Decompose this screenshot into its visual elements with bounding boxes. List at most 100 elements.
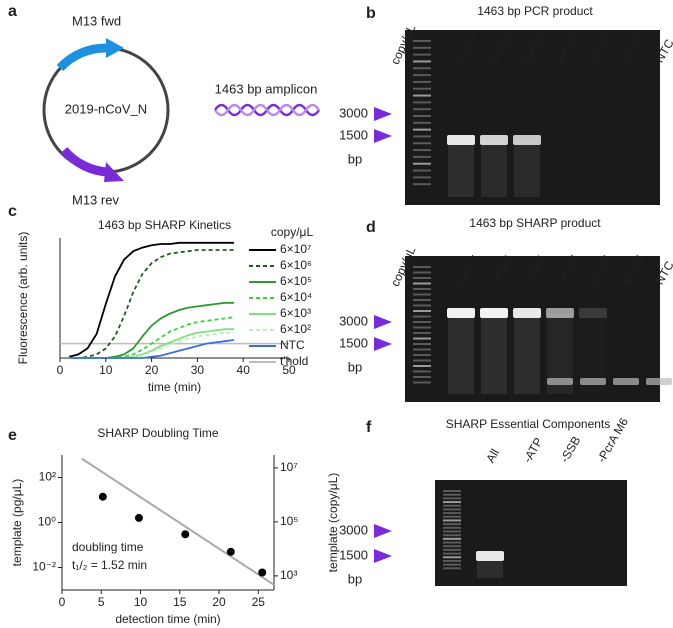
ladder-band (413, 142, 431, 145)
plasmid-label: 2019-nCoV_N (65, 101, 147, 116)
marker-arrow (374, 107, 392, 121)
rev-arrow (104, 162, 124, 182)
point (181, 530, 190, 539)
legend-label: 6×10² (280, 322, 311, 336)
panel-letter: b (366, 5, 376, 22)
marker-arrow (374, 315, 392, 329)
ladder-band (443, 523, 461, 526)
legend-label: t'hold (280, 354, 308, 368)
y-axis-label: Fluorescence (arb. units) (16, 232, 30, 365)
size-marker: 3000 (339, 105, 368, 120)
ladder-band (413, 277, 431, 279)
band (476, 551, 504, 561)
size-marker: 1500 (339, 127, 368, 142)
band (447, 308, 475, 318)
ladder-band (413, 60, 431, 63)
lane-label: All (483, 447, 502, 466)
ladder-band (413, 101, 431, 104)
ladder-band (413, 293, 431, 296)
panel-letter: f (366, 419, 372, 436)
ladder-band (413, 332, 431, 334)
ladder-band (413, 46, 431, 49)
ladder-band (413, 67, 431, 70)
band (447, 135, 475, 145)
ladder-band (413, 376, 431, 378)
band (646, 378, 672, 385)
ladder-band (443, 490, 461, 492)
y-axis-label: template (pg/μL) (10, 479, 24, 567)
ladder-band (443, 552, 461, 555)
ladder-band (443, 541, 461, 544)
ladder-band (413, 304, 431, 307)
ladder-band (413, 337, 431, 340)
ladder-band (413, 359, 431, 362)
ladder-band (443, 501, 461, 504)
x-tick-label: 10 (134, 595, 148, 609)
ladder-band (413, 271, 431, 274)
gel (405, 30, 660, 205)
smear (477, 556, 503, 578)
size-marker: 3000 (339, 313, 368, 328)
gel (405, 256, 660, 402)
ladder-band (413, 115, 431, 117)
ladder-band (443, 537, 461, 540)
ladder-band (413, 176, 431, 179)
ladder-band (413, 94, 431, 97)
point (226, 547, 235, 556)
point (258, 568, 267, 577)
ladder-band (443, 563, 461, 566)
ladder-band (443, 534, 461, 537)
legend-label: 6×10⁴ (280, 290, 312, 304)
size-unit: bp (348, 571, 362, 586)
panel-letter: e (8, 427, 17, 444)
ladder-band (413, 149, 431, 152)
panel-letter: a (8, 3, 17, 20)
x-tick-label: 20 (145, 363, 159, 377)
band (480, 308, 508, 318)
band (580, 378, 606, 385)
smear (481, 140, 507, 197)
series-line (69, 249, 234, 359)
ladder-band (413, 183, 431, 186)
ladder-band (413, 381, 431, 384)
ladder-band (413, 266, 431, 268)
band (513, 135, 541, 145)
fwd-arrow (106, 38, 124, 58)
smear (481, 313, 507, 394)
primer-label: M13 rev (72, 192, 119, 207)
lane-label: -SSB (557, 434, 583, 465)
ladder-band (413, 343, 431, 345)
annotation: doubling time (72, 540, 144, 554)
fwd-primer (56, 43, 109, 72)
annotation: t₁/₂ = 1.52 min (72, 558, 147, 572)
chart-title: 1463 bp SHARP Kinetics (98, 218, 231, 232)
ladder-band (413, 74, 431, 77)
x-tick-label: 0 (57, 363, 64, 377)
x-tick-label: 50 (282, 363, 296, 377)
ladder-band (443, 519, 461, 522)
x-tick-label: 20 (212, 595, 226, 609)
panel-letter: d (366, 219, 376, 236)
smear (448, 140, 474, 197)
legend-title: copy/μL (271, 225, 314, 239)
ladder-band (443, 515, 461, 518)
point (134, 513, 143, 522)
y2-tick-label: 10⁷ (280, 460, 298, 474)
ladder-band (413, 87, 431, 90)
band (513, 308, 541, 318)
legend-label: 6×10⁵ (280, 274, 312, 288)
y2-tick-label: 10⁵ (280, 514, 298, 528)
ladder-band (443, 556, 461, 559)
point (98, 492, 107, 501)
marker-arrow (374, 337, 392, 351)
legend-label: NTC (280, 338, 305, 352)
smear (514, 140, 540, 197)
ladder-band (443, 548, 461, 551)
helix-strand (213, 103, 321, 117)
band (480, 135, 508, 145)
ladder-band (413, 348, 431, 351)
ladder-band (413, 40, 431, 42)
legend-label: 6×10³ (280, 306, 311, 320)
gel-title: SHARP Essential Components (446, 417, 611, 431)
